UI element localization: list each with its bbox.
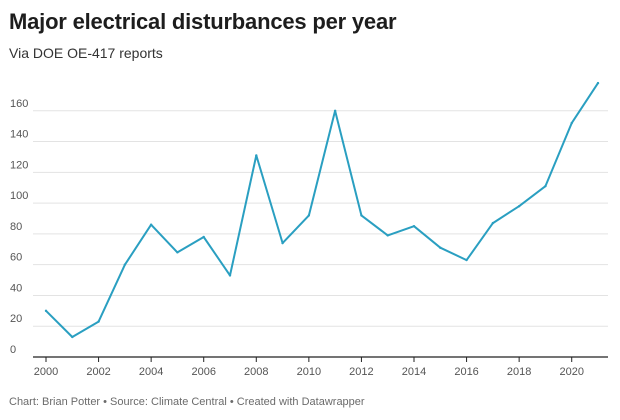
- data-point: [71, 335, 74, 339]
- y-tick-label: 160: [10, 98, 28, 110]
- data-point: [465, 258, 468, 262]
- data-point: [412, 224, 416, 228]
- data-point: [386, 234, 389, 237]
- y-tick-label: 40: [10, 282, 22, 294]
- y-tick-label: 120: [10, 159, 28, 171]
- data-point: [202, 235, 205, 239]
- data-point: [176, 251, 179, 254]
- series-line: [45, 82, 599, 338]
- y-tick-label: 100: [10, 190, 28, 202]
- x-tick-label: 2014: [402, 366, 426, 378]
- data-point: [439, 246, 442, 249]
- data-point: [228, 274, 232, 277]
- chart-title: Major electrical disturbances per year: [9, 9, 397, 34]
- data-point: [255, 154, 258, 157]
- data-point: [149, 223, 153, 226]
- x-tick-label: 2002: [86, 366, 110, 378]
- x-tick-label: 2004: [139, 366, 163, 378]
- y-tick-label: 20: [10, 313, 22, 325]
- y-tick-label: 60: [10, 252, 22, 264]
- x-tick-label: 2006: [191, 366, 215, 378]
- x-tick-label: 2020: [559, 366, 583, 378]
- x-tick-label: 2010: [297, 366, 321, 378]
- data-point: [360, 214, 363, 217]
- x-tick-label: 2000: [34, 366, 58, 378]
- chart-footer: Chart: Brian Potter • Source: Climate Ce…: [9, 396, 365, 408]
- x-tick-label: 2012: [349, 366, 373, 378]
- data-point: [570, 121, 573, 125]
- y-tick-label: 140: [10, 129, 28, 141]
- data-point: [596, 81, 600, 85]
- data-point: [307, 214, 311, 217]
- x-tick-label: 2008: [244, 366, 268, 378]
- data-point: [544, 184, 547, 188]
- data-point: [517, 204, 521, 208]
- data-point: [44, 309, 48, 313]
- chart-subtitle: Via DOE OE-417 reports: [9, 45, 163, 61]
- y-tick-label: 80: [10, 221, 22, 233]
- y-tick-label: 0: [10, 344, 16, 356]
- data-point: [123, 263, 127, 266]
- x-tick-label: 2018: [507, 366, 531, 378]
- x-tick-label: 2016: [454, 366, 478, 378]
- data-point: [491, 221, 495, 225]
- data-point: [281, 241, 284, 245]
- data-point: [333, 109, 337, 112]
- data-point: [97, 320, 100, 323]
